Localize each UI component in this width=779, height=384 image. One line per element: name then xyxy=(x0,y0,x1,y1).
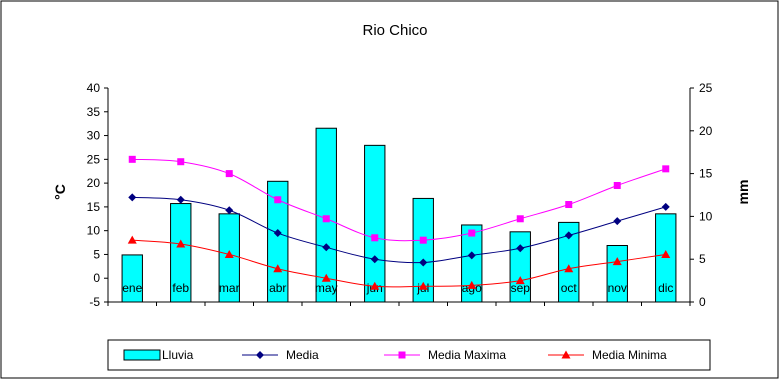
point-media-minima xyxy=(467,280,477,289)
left-axis-label: °C xyxy=(52,184,68,200)
left-tick-label: 15 xyxy=(87,200,101,214)
category-label: dic xyxy=(658,281,673,295)
point-media-minima xyxy=(370,281,380,290)
point-media-minima xyxy=(564,264,574,273)
category-label: may xyxy=(315,281,338,295)
legend-swatch-lluvia xyxy=(123,349,161,361)
category-label: nov xyxy=(608,281,627,295)
point-media xyxy=(613,217,622,226)
point-media-minima xyxy=(127,235,137,244)
point-media-maxima xyxy=(468,229,476,237)
left-tick-label: 30 xyxy=(87,129,101,143)
legend-label-media-maxima: Media Maxima xyxy=(428,348,506,362)
right-tick-label: 10 xyxy=(699,209,713,223)
point-media xyxy=(176,195,185,204)
category-label: abr xyxy=(269,281,286,295)
point-media xyxy=(564,231,573,240)
plot-area: -5 0 5 10 15 20 25 30 35 40 0 5 10 15 20 25 ene feb mar abr… xyxy=(87,81,713,309)
right-axis-label: mm xyxy=(735,180,751,205)
point-media-maxima xyxy=(225,170,233,178)
point-media xyxy=(128,193,137,202)
bar-lluvia xyxy=(364,144,386,303)
bar-lluvia xyxy=(461,224,483,303)
left-tick-label: 5 xyxy=(93,247,100,261)
point-media xyxy=(370,255,379,264)
legend-label-lluvia: Lluvia xyxy=(162,348,194,362)
point-media xyxy=(225,206,234,215)
point-media-maxima xyxy=(177,158,185,166)
point-media-maxima xyxy=(322,215,330,223)
legend: Lluvia Media Media Maxima Media Minima xyxy=(107,339,711,371)
point-media-minima xyxy=(224,249,234,258)
category-label: ene xyxy=(122,281,142,295)
point-media-minima xyxy=(612,257,622,266)
bar-lluvia xyxy=(606,245,628,303)
bar-lluvia xyxy=(267,180,289,303)
line-media-minima xyxy=(132,239,666,288)
legend-marker-media-maxima xyxy=(398,351,406,359)
right-tick-label: 15 xyxy=(699,167,713,181)
category-label: oct xyxy=(561,281,578,295)
right-tick-label: 25 xyxy=(699,81,713,95)
line-media xyxy=(132,196,666,264)
chart-title: Rio Chico xyxy=(362,22,427,39)
point-media-minima xyxy=(661,249,671,258)
bar-lluvia xyxy=(412,197,434,303)
point-media xyxy=(322,243,331,252)
right-tick-label: 5 xyxy=(699,252,706,266)
category-label: mar xyxy=(219,281,240,295)
left-tick-label: 0 xyxy=(93,271,100,285)
category-label: feb xyxy=(172,281,189,295)
point-media xyxy=(273,229,282,238)
point-media-maxima xyxy=(419,236,427,244)
bar-lluvia xyxy=(558,221,580,303)
point-media-minima xyxy=(176,239,186,248)
point-media xyxy=(516,244,525,253)
point-media-maxima xyxy=(274,196,282,204)
left-tick-label: 10 xyxy=(87,224,101,238)
legend-label-media-minima: Media Minima xyxy=(592,348,667,362)
left-tick-label: 20 xyxy=(87,176,101,190)
right-tick-label: 0 xyxy=(699,295,706,309)
point-media-minima xyxy=(418,281,428,290)
point-media xyxy=(661,202,670,211)
point-media-maxima xyxy=(565,201,573,209)
point-media-maxima xyxy=(662,165,670,173)
point-media-maxima xyxy=(371,234,379,242)
legend-marker-media xyxy=(256,351,264,359)
point-media-minima xyxy=(273,264,283,273)
category-label: sep xyxy=(511,281,531,295)
left-tick-label: -5 xyxy=(89,295,100,309)
point-media-maxima xyxy=(516,215,524,223)
point-media xyxy=(419,258,428,267)
left-tick-label: 25 xyxy=(87,152,101,166)
bar-lluvia xyxy=(121,254,143,303)
left-tick-label: 40 xyxy=(87,81,101,95)
point-media-maxima xyxy=(613,181,621,189)
left-tick-label: 35 xyxy=(87,105,101,119)
point-media-minima xyxy=(321,273,331,282)
point-media-minima xyxy=(515,276,525,285)
right-tick-label: 20 xyxy=(699,124,713,138)
line-media-maxima xyxy=(132,158,666,242)
point-media xyxy=(467,251,476,260)
point-media-maxima xyxy=(128,155,136,163)
legend-label-media: Media xyxy=(286,348,319,362)
legend-marker-media-minima xyxy=(561,350,571,359)
